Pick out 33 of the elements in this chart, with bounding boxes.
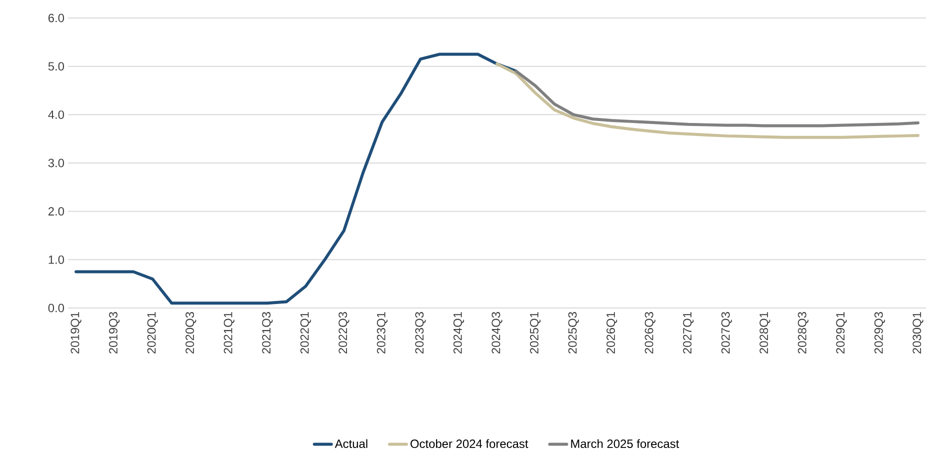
legend-label: Actual — [334, 439, 368, 448]
y-tick-label: 5.0 — [48, 62, 64, 71]
x-tick-label: 2022Q3 — [338, 312, 350, 354]
x-tick-label: 2021Q1 — [224, 312, 234, 354]
y-tick-label: 3.0 — [48, 158, 64, 168]
legend-label: October 2024 forecast — [410, 439, 528, 448]
y-tick-label: 2.0 — [48, 207, 64, 216]
x-tick-label: 2019Q3 — [109, 312, 120, 354]
x-tick-label: 2020Q3 — [186, 312, 196, 354]
x-tick-label: 2028Q3 — [798, 312, 808, 354]
x-tick-label: 2030Q1 — [912, 312, 924, 354]
x-tick-label: 2027Q3 — [721, 312, 732, 354]
x-tick-label: 2021Q3 — [262, 312, 273, 354]
x-tick-label: 2029Q1 — [836, 312, 847, 354]
x-tick-label: 2023Q3 — [415, 312, 426, 354]
x-tick-label: 2026Q3 — [644, 312, 656, 354]
x-tick-label: 2020Q1 — [147, 312, 158, 354]
x-tick-label: 2027Q1 — [683, 312, 694, 354]
x-tick-label: 2022Q1 — [300, 312, 311, 354]
legend-label: March 2025 forecast — [571, 439, 680, 448]
x-tick-label: 2024Q3 — [492, 312, 502, 354]
y-tick-label: 4.0 — [48, 110, 64, 119]
x-tick-label: 2029Q3 — [874, 312, 886, 354]
y-tick-label: 0.0 — [48, 304, 64, 312]
x-tick-label: 2026Q1 — [606, 312, 618, 354]
x-tick-label: 2025Q3 — [568, 312, 579, 354]
x-tick-label: 2024Q1 — [453, 312, 464, 354]
x-tick-label: 2019Q1 — [70, 312, 82, 354]
y-tick-label: 1.0 — [48, 255, 64, 264]
x-tick-label: 2025Q1 — [530, 312, 541, 354]
y-tick-label: 6.0 — [48, 14, 64, 22]
x-tick-label: 2028Q1 — [760, 312, 770, 354]
x-tick-label: 2023Q1 — [376, 312, 388, 354]
